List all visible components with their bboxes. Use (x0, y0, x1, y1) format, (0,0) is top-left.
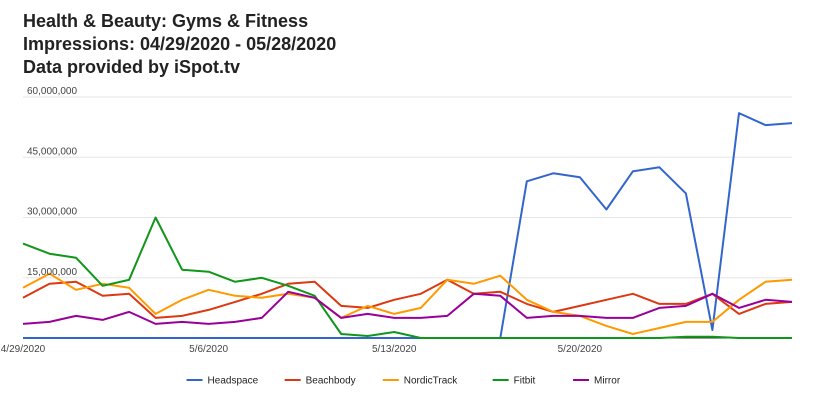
chart-subtitle: Impressions: 04/29/2020 - 05/28/2020 (23, 34, 337, 54)
x-axis-labels: 4/29/2020 5/6/2020 5/13/2020 5/20/2020 (1, 344, 603, 355)
legend-item-mirror[interactable]: Mirror (573, 376, 621, 387)
legend[interactable]: Headspace Beachbody NordicTrack Fitbit Mirro… (186, 376, 621, 387)
legend-label: Headspace (208, 376, 259, 387)
y-tick-label: 30,000,000 (27, 207, 77, 218)
chart-source: Data provided by iSpot.tv (23, 57, 241, 77)
y-tick-label: 45,000,000 (27, 146, 77, 157)
chart-title-block: Health & Beauty: Gyms & Fitness Impressi… (23, 10, 336, 79)
legend-label: Beachbody (306, 376, 356, 387)
legend-label: NordicTrack (404, 376, 459, 387)
series-line-beachbody (22, 278, 793, 319)
x-tick-label: 5/6/2020 (189, 344, 228, 355)
x-tick-label: 5/13/2020 (372, 344, 417, 355)
series-line-nordictrack (22, 272, 793, 335)
chart-title: Health & Beauty: Gyms & Fitness (23, 11, 309, 31)
legend-label: Fitbit (514, 376, 536, 387)
series-layer (22, 112, 793, 339)
legend-label: Mirror (594, 376, 621, 387)
legend-item-headspace[interactable]: Headspace (186, 376, 259, 387)
legend-item-beachbody[interactable]: Beachbody (284, 376, 356, 387)
legend-item-nordictrack[interactable]: NordicTrack (382, 376, 459, 387)
series-line-headspace (23, 112, 793, 339)
y-axis-labels: 15,000,000 30,000,000 45,000,000 60,000,000 (27, 86, 77, 278)
y-tick-label: 60,000,000 (27, 86, 77, 97)
series-line-fitbit (22, 216, 792, 339)
x-tick-label: 4/29/2020 (1, 344, 46, 355)
legend-item-fitbit[interactable]: Fitbit (492, 376, 536, 387)
series-line-mirror (22, 290, 793, 325)
y-tick-label: 15,000,000 (27, 267, 77, 278)
x-tick-label: 5/20/2020 (558, 344, 603, 355)
